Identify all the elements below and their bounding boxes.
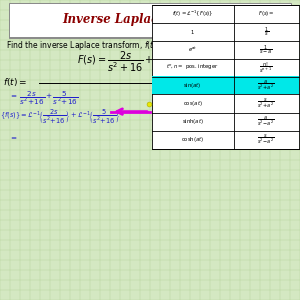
Text: $\sinh(at)$: $\sinh(at)$: [182, 117, 204, 126]
Text: $1$: $1$: [190, 28, 195, 35]
Text: $\dfrac{a}{s^2\!+\!a^2}$: $\dfrac{a}{s^2\!+\!a^2}$: [257, 79, 275, 92]
Text: $e^{at}$: $e^{at}$: [188, 45, 197, 54]
Text: $t^n, n = $ pos. integer: $t^n, n = $ pos. integer: [167, 63, 219, 72]
Text: $\dfrac{n!}{s^{n+1}}$: $\dfrac{n!}{s^{n+1}}$: [259, 60, 273, 75]
Text: $=$: $=$: [9, 134, 18, 140]
Text: $f(t) = \mathcal{L}^{-1}\{F(s)\}$: $f(t) = \mathcal{L}^{-1}\{F(s)\}$: [172, 8, 213, 19]
Text: $\dfrac{s}{s^2\!+\!a^2}$: $\dfrac{s}{s^2\!+\!a^2}$: [257, 97, 275, 110]
Text: $\dfrac{a}{s^2\!-\!a^2}$: $\dfrac{a}{s^2\!-\!a^2}$: [257, 115, 275, 128]
Text: $\cos(at)$: $\cos(at)$: [183, 99, 202, 108]
Text: $\dfrac{1}{s-a}$: $\dfrac{1}{s-a}$: [259, 43, 273, 56]
Text: $\cosh(at)$: $\cosh(at)$: [181, 135, 204, 144]
Bar: [152, 76, 298, 94]
Text: $F(s) =$: $F(s) =$: [258, 9, 274, 18]
Text: $f(t) = $: $f(t) = $: [3, 76, 27, 88]
Text: $F(s) = \dfrac{2s}{s^2+16} + \dfrac{5}{s^2+16},\; s > 4$: $F(s) = \dfrac{2s}{s^2+16} + \dfrac{5}{s…: [77, 49, 223, 74]
Text: $\{f(s)\} = \mathcal{L}^{-1}\!\left\{\dfrac{2s}{s^2\!+\!16}\right\} + \mathcal{L: $\{f(s)\} = \mathcal{L}^{-1}\!\left\{\df…: [0, 109, 121, 126]
Text: $\dfrac{s}{s^2\!-\!a^2}$: $\dfrac{s}{s^2\!-\!a^2}$: [257, 133, 275, 146]
Text: $= \; \dfrac{2s}{s^2\!+\!16} + \dfrac{5}{s^2\!+\!16}$: $= \; \dfrac{2s}{s^2\!+\!16} + \dfrac{5}…: [9, 90, 78, 107]
Bar: [9, 3, 291, 38]
Text: $\dfrac{1}{s}$: $\dfrac{1}{s}$: [264, 25, 269, 38]
Bar: [152, 4, 298, 148]
Text: $\sin(at)$: $\sin(at)$: [183, 81, 202, 90]
Text: Find the inverse Laplace transform, $f(t)$, of the function: Find the inverse Laplace transform, $f(t…: [6, 39, 218, 52]
Text: $, \; t > 0$: $, \; t > 0$: [246, 76, 275, 88]
Text: Inverse Laplace Transform: Inverse Laplace Transform: [62, 13, 238, 26]
